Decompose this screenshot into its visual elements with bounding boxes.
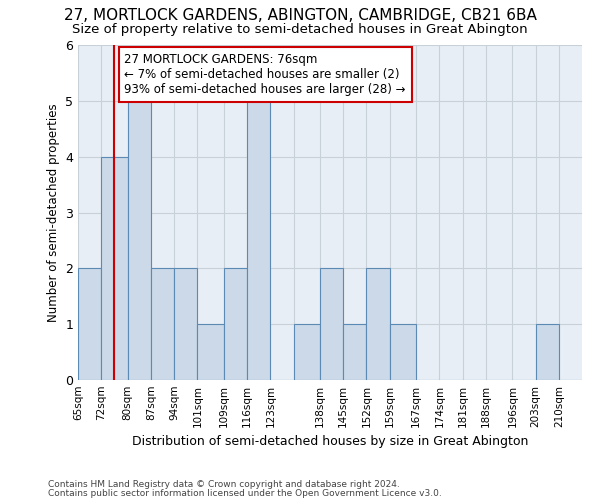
Bar bbox=[101, 156, 128, 380]
Bar bbox=[389, 324, 416, 380]
Bar bbox=[78, 268, 101, 380]
Text: Contains public sector information licensed under the Open Government Licence v3: Contains public sector information licen… bbox=[48, 490, 442, 498]
Bar bbox=[224, 268, 247, 380]
Bar bbox=[320, 268, 343, 380]
Y-axis label: Number of semi-detached properties: Number of semi-detached properties bbox=[47, 103, 59, 322]
Text: Contains HM Land Registry data © Crown copyright and database right 2024.: Contains HM Land Registry data © Crown c… bbox=[48, 480, 400, 489]
Bar bbox=[151, 268, 174, 380]
Bar bbox=[293, 324, 320, 380]
Bar bbox=[128, 101, 151, 380]
Bar bbox=[174, 268, 197, 380]
Text: 27 MORTLOCK GARDENS: 76sqm
← 7% of semi-detached houses are smaller (2)
93% of s: 27 MORTLOCK GARDENS: 76sqm ← 7% of semi-… bbox=[124, 54, 406, 96]
Bar bbox=[247, 101, 271, 380]
Bar bbox=[197, 324, 224, 380]
Bar bbox=[343, 324, 367, 380]
Text: Size of property relative to semi-detached houses in Great Abington: Size of property relative to semi-detach… bbox=[72, 22, 528, 36]
Bar bbox=[367, 268, 389, 380]
X-axis label: Distribution of semi-detached houses by size in Great Abington: Distribution of semi-detached houses by … bbox=[132, 436, 528, 448]
Text: 27, MORTLOCK GARDENS, ABINGTON, CAMBRIDGE, CB21 6BA: 27, MORTLOCK GARDENS, ABINGTON, CAMBRIDG… bbox=[64, 8, 536, 22]
Bar bbox=[536, 324, 559, 380]
